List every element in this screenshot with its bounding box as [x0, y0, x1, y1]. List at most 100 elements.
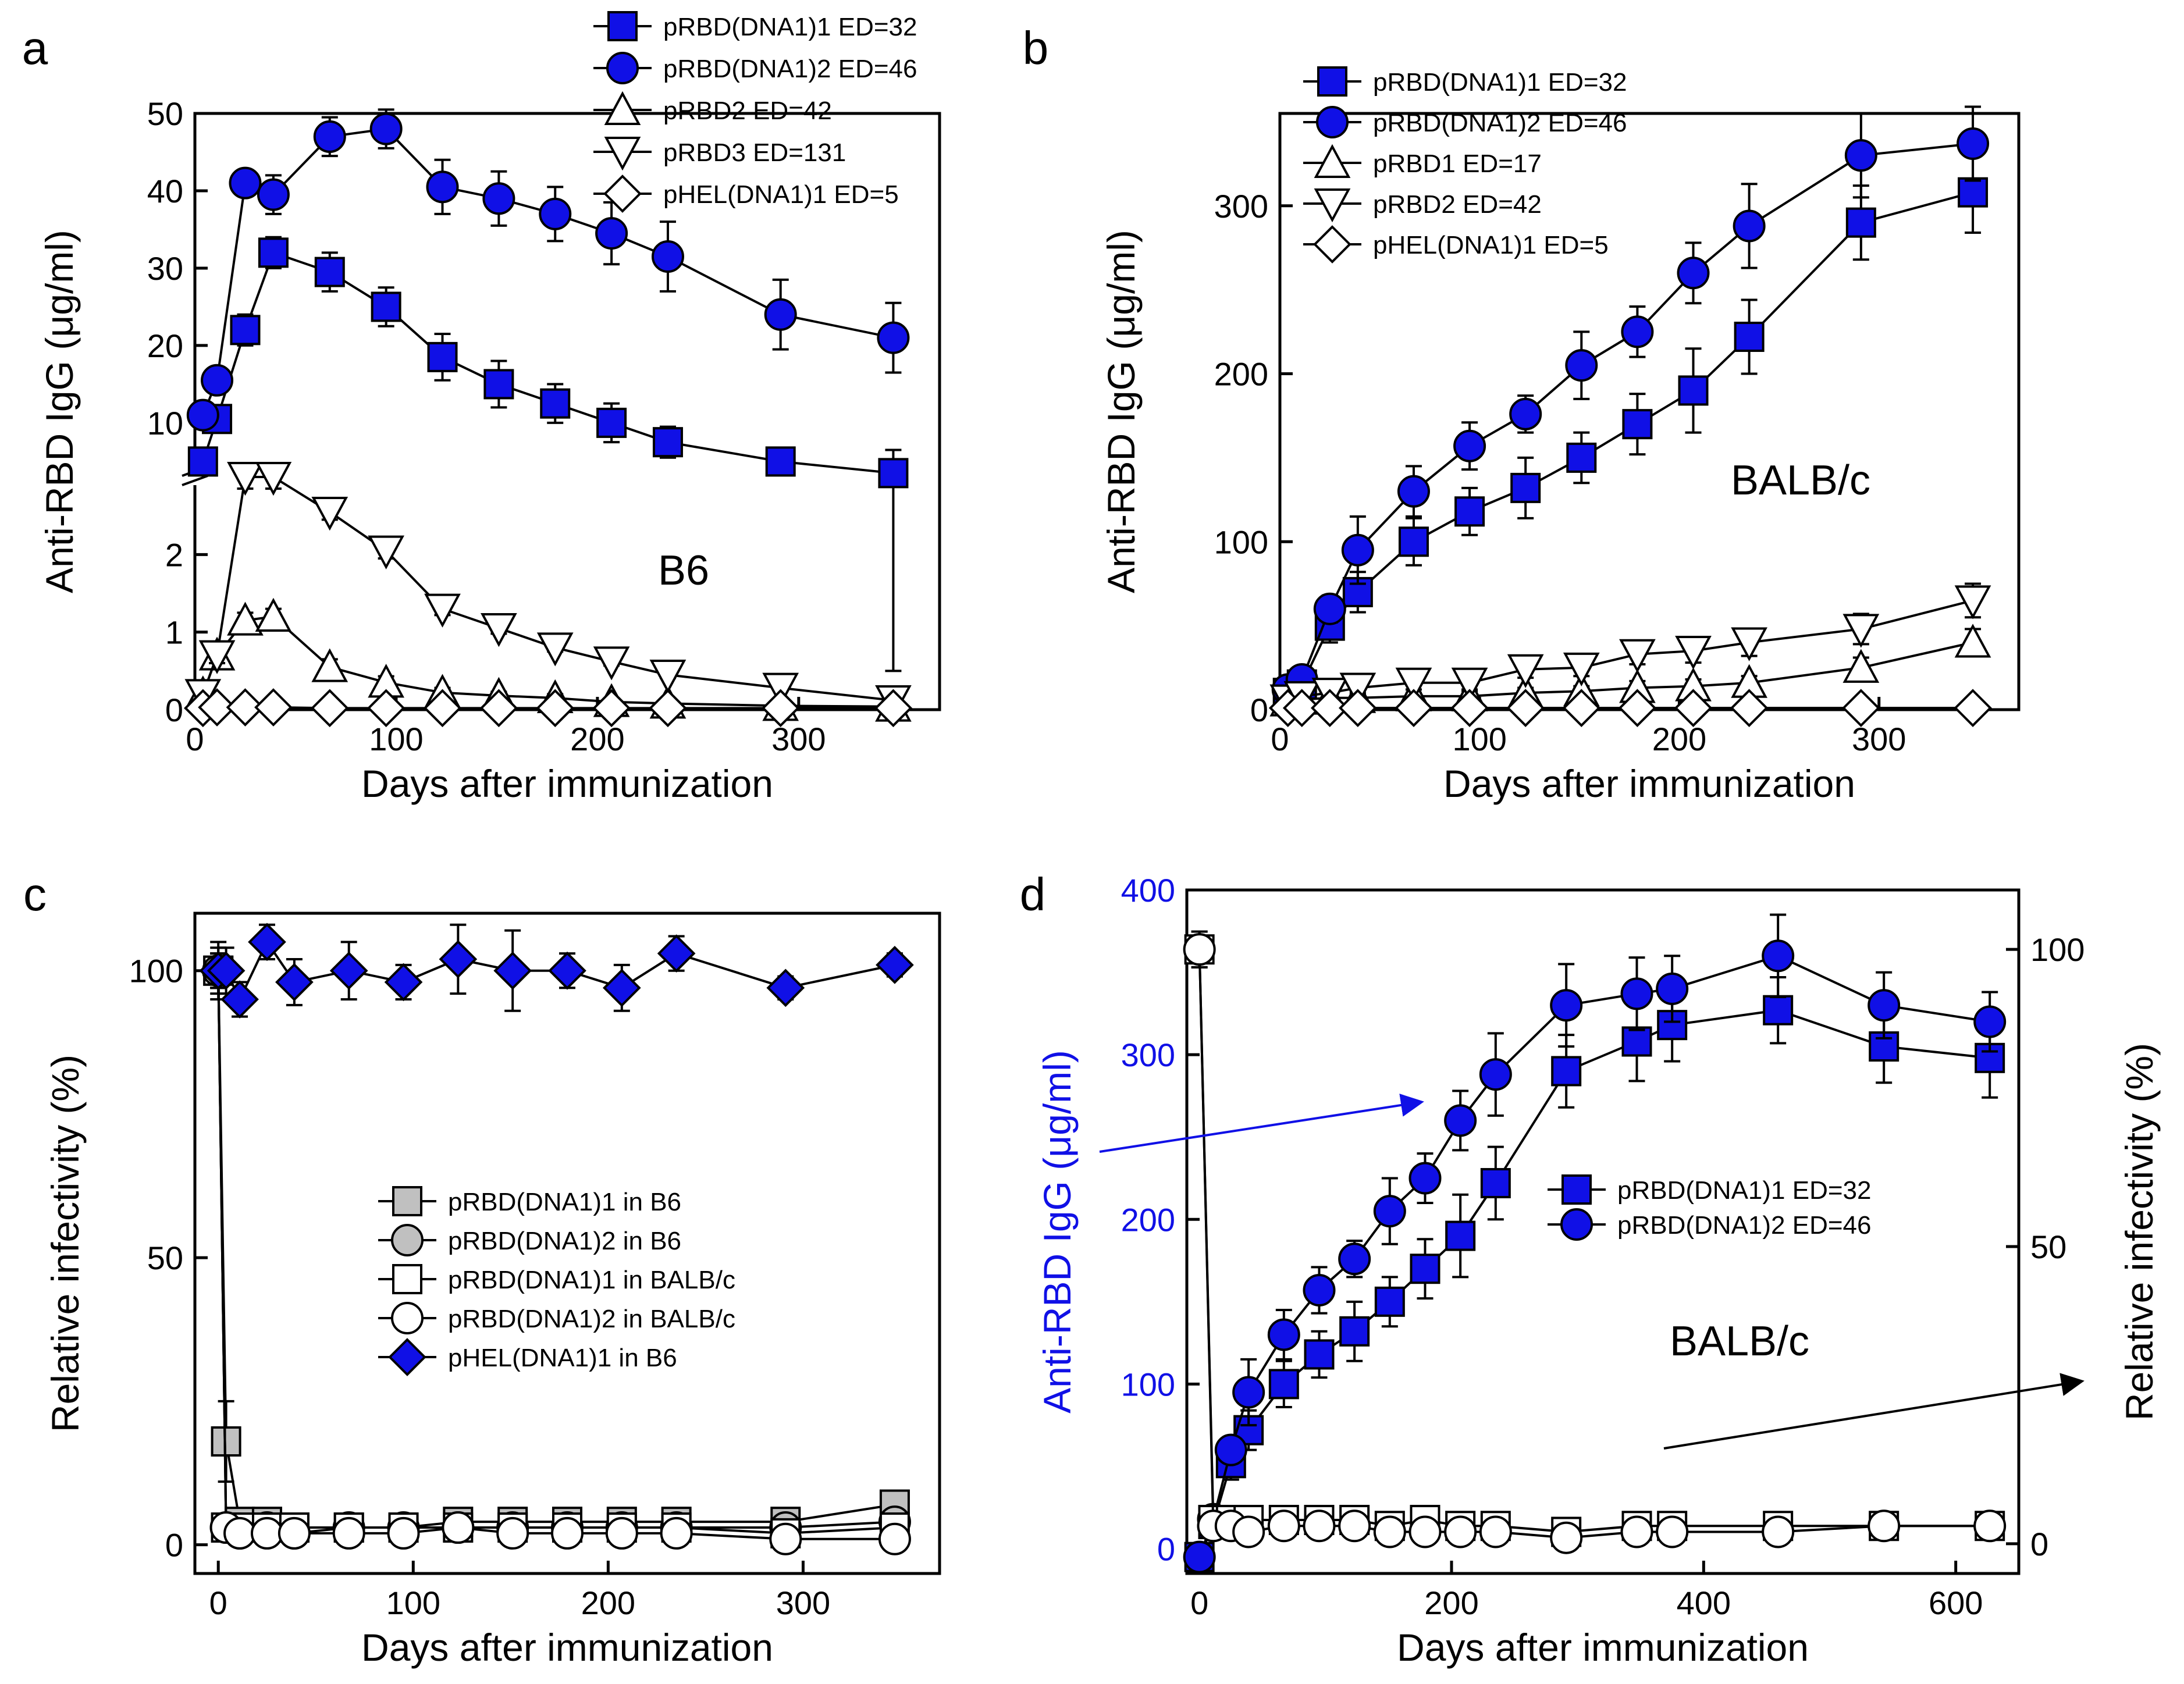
b-s1-point [1844, 139, 1877, 172]
axis-break-mark [182, 475, 208, 486]
x-axis-title: Days after immunization [361, 762, 773, 805]
b-s4-point [1954, 689, 1992, 727]
y-tick-label: 0 [165, 692, 183, 728]
legend-label: pRBD(DNA1)1 in B6 [448, 1188, 681, 1216]
x-tick-label: 200 [581, 1585, 635, 1621]
c-s4-point [220, 980, 259, 1019]
a-s0-series [187, 236, 909, 672]
y-tick-label-right: 100 [2030, 931, 2085, 968]
d-s3-point [1267, 1509, 1300, 1543]
d-s3-point [1232, 1515, 1265, 1548]
legend-marker [391, 1224, 424, 1256]
y-axis-title: Relative infectivity (%) [44, 1055, 87, 1432]
legend-label: pRBD2 ED=42 [1373, 190, 1542, 219]
x-tick-label: 300 [1852, 721, 1906, 757]
a-s1-point [764, 298, 797, 331]
d-s3-point [1550, 1521, 1583, 1554]
a-s4-point [536, 689, 575, 728]
x-tick-label: 400 [1677, 1585, 1731, 1621]
x-axis-title: Days after immunization [361, 1626, 773, 1669]
x-tick-label: 600 [1929, 1585, 1983, 1621]
d-s3-point [1183, 933, 1216, 966]
y-tick-label: 0 [1250, 692, 1268, 728]
legend-item: pRBD2 ED=42 [1303, 188, 1542, 223]
d-s3-point [1620, 1515, 1653, 1548]
a-s1-point [482, 182, 515, 215]
b-s1-point [1509, 397, 1542, 430]
d-s3-point [1973, 1509, 2007, 1543]
c-s4-point [876, 945, 914, 984]
a-s4-point [479, 689, 518, 728]
y-tick-label-right: 50 [2030, 1229, 2066, 1265]
d-s3-point [1656, 1515, 1689, 1548]
a-s3-series [184, 462, 912, 720]
b-s4-point [1842, 689, 1880, 727]
c-s4-point [384, 963, 423, 1002]
d-s1-point [1338, 1242, 1371, 1276]
legend-item: pHEL(DNA1)1 ED=5 [1303, 225, 1609, 264]
panel-letter: d [1020, 868, 1046, 920]
d-s3-point [1479, 1515, 1512, 1548]
a-s1-point [595, 217, 628, 250]
b-s4-point [1310, 689, 1349, 727]
legend-label: pRBD(DNA1)1 ED=32 [1373, 68, 1627, 97]
legend-marker [392, 1186, 422, 1216]
b-s1-point [1397, 475, 1430, 508]
c-s3-point [496, 1516, 529, 1550]
a-s0-point [371, 291, 401, 322]
a-s0-point [540, 388, 571, 419]
panel-b: 0 100 200 300 0 100 200 300 Days after immunizat… [1023, 22, 2021, 805]
a-s1-point [539, 197, 572, 230]
c-s3-point [442, 1511, 475, 1544]
a-s4-point [367, 689, 406, 728]
a-s3-point [255, 462, 292, 496]
b-s0-point [1454, 496, 1485, 527]
d-s3-series [1183, 930, 2007, 1554]
a-s3-point [368, 535, 404, 569]
a-s2-point [311, 648, 348, 682]
y-axis-title-right: Relative infectivity (%) [2118, 1043, 2161, 1420]
legend-marker [1317, 66, 1347, 97]
a-s0-point [652, 427, 683, 458]
c-s4-point [207, 951, 246, 990]
legend-label: pRBD(DNA1)2 ED=46 [1617, 1211, 1872, 1240]
y-tick-label: 100 [129, 953, 183, 989]
y-tick-label: 300 [1214, 188, 1268, 225]
d-s0-point [1763, 995, 1794, 1026]
a-s2-point [227, 601, 264, 636]
b-s3-point [1954, 585, 1991, 620]
a-s4-point [226, 688, 265, 727]
b-s0-point [1510, 472, 1541, 503]
b-s3-point [1675, 635, 1712, 670]
a-s3-point [311, 497, 348, 531]
legend-marker [391, 1302, 424, 1334]
a-s0-line [201, 251, 894, 475]
a-s4-point [198, 688, 236, 727]
b-s3-point [1563, 652, 1600, 687]
legend-item: pRBD(DNA1)2 in B6 [378, 1224, 681, 1256]
b-s3-point [1619, 639, 1656, 673]
b-s1-point [1565, 349, 1598, 382]
a-s4-point [254, 688, 293, 727]
b-s3-point [1395, 667, 1432, 702]
d-s1-point [1373, 1195, 1406, 1228]
d-s3-point [1444, 1515, 1477, 1548]
y-tick-label: 10 [147, 405, 183, 442]
legend-item: pRBD(DNA1)2 in BALB/c [378, 1302, 735, 1334]
x-tick-label: 100 [386, 1585, 440, 1621]
b-s4-point [1506, 689, 1545, 727]
a-s0-point [258, 237, 289, 268]
y-tick-label: 200 [1214, 356, 1268, 393]
strain-annotation: B6 [658, 547, 709, 594]
x-tick-label: 0 [186, 721, 204, 757]
c-s3-point [278, 1516, 311, 1550]
d-s1-point [1479, 1058, 1512, 1091]
legend-item: pRBD(DNA1)2 ED=46 [593, 52, 917, 84]
y-tick-label-right: 0 [2030, 1526, 2048, 1562]
x-tick-label: 200 [570, 721, 624, 757]
legend-label: pRBD2 ED=42 [663, 97, 832, 125]
a-s0-point [187, 446, 218, 477]
c-s4-point [766, 969, 805, 1007]
b-s3-point [1731, 627, 1767, 661]
c-s4-point [657, 934, 696, 973]
